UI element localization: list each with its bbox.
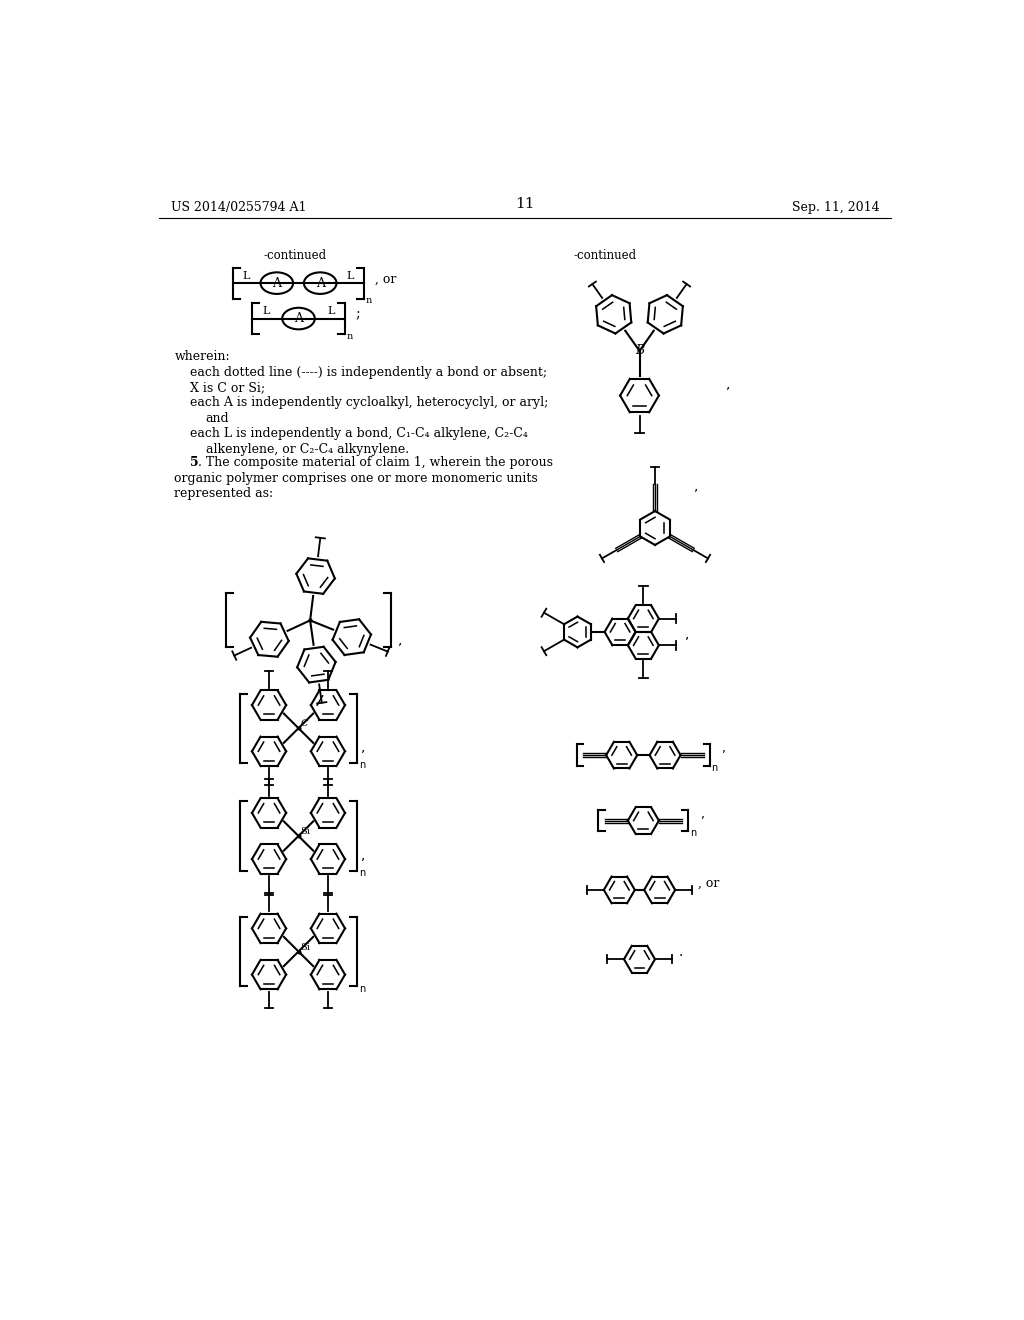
Text: A: A bbox=[294, 312, 303, 325]
Text: ,: , bbox=[685, 627, 689, 640]
Text: A: A bbox=[272, 277, 282, 289]
Text: L: L bbox=[243, 271, 250, 281]
Text: ,: , bbox=[397, 632, 402, 647]
Text: n: n bbox=[690, 828, 696, 838]
Text: -continued: -continued bbox=[573, 248, 637, 261]
Text: ,: , bbox=[726, 378, 730, 391]
Text: wherein:: wherein: bbox=[174, 350, 230, 363]
Text: 5: 5 bbox=[190, 457, 199, 470]
Text: ,: , bbox=[700, 808, 705, 821]
Text: ,: , bbox=[360, 849, 365, 862]
Text: ,: , bbox=[693, 479, 698, 492]
Text: n: n bbox=[359, 760, 366, 771]
Text: .: . bbox=[678, 945, 683, 960]
Text: organic polymer comprises one or more monomeric units: organic polymer comprises one or more mo… bbox=[174, 471, 539, 484]
Text: A: A bbox=[315, 277, 325, 289]
Text: ;: ; bbox=[356, 308, 360, 322]
Text: . The composite material of claim 1, wherein the porous: . The composite material of claim 1, whe… bbox=[198, 457, 553, 470]
Text: Si: Si bbox=[300, 828, 310, 837]
Text: , or: , or bbox=[375, 273, 396, 286]
Text: n: n bbox=[359, 869, 366, 878]
Text: US 2014/0255794 A1: US 2014/0255794 A1 bbox=[171, 201, 306, 214]
Text: each dotted line (----) is independently a bond or absent;: each dotted line (----) is independently… bbox=[190, 366, 547, 379]
Text: and: and bbox=[206, 412, 229, 425]
Text: L: L bbox=[347, 271, 354, 281]
Text: ,: , bbox=[722, 742, 726, 755]
Text: -continued: -continued bbox=[263, 248, 327, 261]
Text: alkenylene, or C₂-C₄ alkynylene.: alkenylene, or C₂-C₄ alkynylene. bbox=[206, 442, 409, 455]
Text: n: n bbox=[346, 331, 353, 341]
Text: each L is independently a bond, C₁-C₄ alkylene, C₂-C₄: each L is independently a bond, C₁-C₄ al… bbox=[190, 428, 528, 440]
Text: L: L bbox=[262, 306, 269, 315]
Text: 11: 11 bbox=[515, 198, 535, 211]
Text: B: B bbox=[635, 345, 644, 358]
Text: each A is independently cycloalkyl, heterocyclyl, or aryl;: each A is independently cycloalkyl, hete… bbox=[190, 396, 549, 409]
Text: Sep. 11, 2014: Sep. 11, 2014 bbox=[793, 201, 880, 214]
Text: C: C bbox=[301, 719, 308, 727]
Text: Si: Si bbox=[300, 942, 310, 952]
Text: , or: , or bbox=[698, 876, 720, 890]
Text: n: n bbox=[359, 983, 366, 994]
Text: ,: , bbox=[360, 741, 365, 754]
Text: n: n bbox=[366, 296, 372, 305]
Text: represented as:: represented as: bbox=[174, 487, 273, 500]
Text: L: L bbox=[328, 306, 335, 315]
Text: X is C or Si;: X is C or Si; bbox=[190, 381, 265, 393]
Text: n: n bbox=[712, 763, 718, 772]
